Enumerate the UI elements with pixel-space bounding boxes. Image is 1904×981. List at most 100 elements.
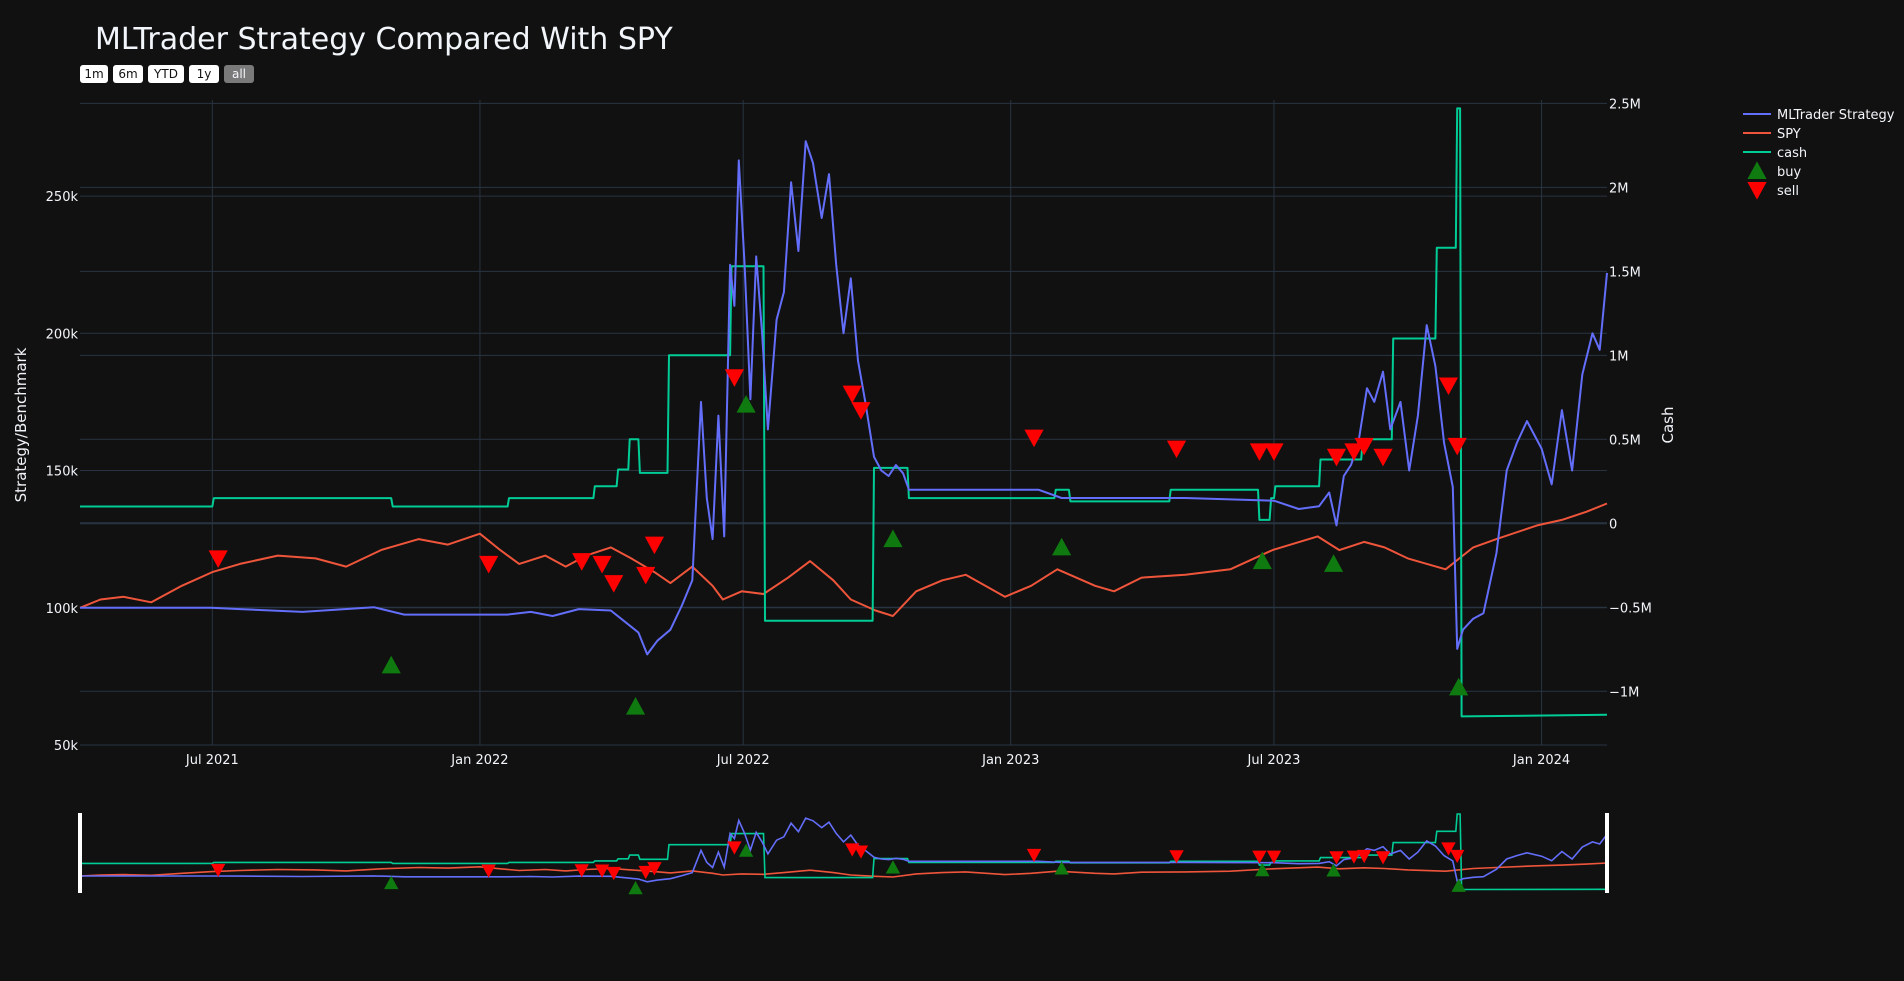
slider-sell-marker bbox=[606, 866, 621, 881]
slider-buy-marker bbox=[628, 881, 643, 895]
y-tick-label: 100k bbox=[46, 602, 79, 617]
sell-marker[interactable] bbox=[1024, 429, 1044, 448]
range-button-6m[interactable]: 6m bbox=[113, 65, 143, 83]
sell-marker[interactable] bbox=[479, 555, 499, 574]
legend-mltrader-strategy-label[interactable]: MLTrader Strategy bbox=[1777, 108, 1895, 123]
sell-marker[interactable] bbox=[1249, 443, 1270, 461]
range-slider-left-handle[interactable] bbox=[78, 813, 82, 893]
sell-marker[interactable] bbox=[851, 402, 871, 420]
y2-tick-label: −1M bbox=[1609, 685, 1639, 700]
slider-sell-marker bbox=[1252, 850, 1267, 864]
slider-sell-marker bbox=[481, 864, 496, 878]
y-axis-title: Strategy/Benchmark bbox=[12, 347, 30, 502]
x-tick-label: Jul 2021 bbox=[185, 753, 239, 768]
slider-sell-marker bbox=[1375, 851, 1391, 865]
legend-buy-symbol bbox=[1747, 161, 1767, 179]
range-button-1y[interactable]: 1y bbox=[189, 65, 219, 83]
slider-sell-marker bbox=[727, 841, 742, 855]
slider-spy-line bbox=[79, 862, 1608, 878]
range-button-all[interactable]: all bbox=[224, 65, 254, 83]
buy-marker[interactable] bbox=[1323, 554, 1344, 572]
sell-marker[interactable] bbox=[1354, 437, 1374, 456]
buy-marker[interactable] bbox=[736, 395, 756, 413]
range-button-1m[interactable]: 1m bbox=[80, 65, 108, 83]
mltrader-strategy-line[interactable] bbox=[80, 140, 1608, 656]
legend-cash-label[interactable]: cash bbox=[1777, 146, 1807, 161]
buy-marker[interactable] bbox=[625, 696, 646, 715]
slider-sell-marker bbox=[853, 845, 869, 859]
x-tick-label: Jan 2022 bbox=[450, 753, 508, 768]
legend: MLTrader Strategy SPY cash buy sell bbox=[1743, 108, 1895, 200]
slider-sell-marker bbox=[647, 862, 662, 876]
chart-title: MLTrader Strategy Compared With SPY bbox=[95, 22, 673, 57]
sell-marker[interactable] bbox=[644, 536, 665, 555]
sell-marker[interactable] bbox=[724, 369, 745, 387]
y2-tick-label: −0.5M bbox=[1609, 601, 1652, 616]
x-tick-label: Jul 2022 bbox=[716, 753, 770, 768]
slider-sell-marker bbox=[594, 864, 610, 878]
range-button-ytd[interactable]: YTD bbox=[148, 65, 184, 83]
slider-buy-marker bbox=[738, 843, 754, 857]
x-tick-label: Jan 2023 bbox=[981, 753, 1039, 768]
cash-line[interactable] bbox=[80, 107, 1608, 718]
range-slider-right-handle[interactable] bbox=[1605, 813, 1609, 893]
sell-marker[interactable] bbox=[1264, 443, 1284, 461]
slider-buy-marker bbox=[885, 860, 901, 874]
sell-marker[interactable] bbox=[1326, 448, 1347, 467]
legend-buy-label[interactable]: buy bbox=[1777, 165, 1801, 180]
sell-marker[interactable] bbox=[208, 550, 228, 568]
slider-sell-marker bbox=[1356, 849, 1372, 864]
slider-buy-marker bbox=[1054, 861, 1069, 875]
y2-axis-title: Cash bbox=[1659, 407, 1677, 444]
buy-marker[interactable] bbox=[1052, 537, 1072, 556]
slider-sell-marker bbox=[1441, 842, 1456, 856]
axes: Jul 2021 Jan 2022 Jul 2022 Jan 2023 Jul 2023… bbox=[46, 97, 1652, 768]
y2-tick-label: 2M bbox=[1609, 181, 1629, 196]
sell-marker[interactable] bbox=[572, 553, 592, 571]
slider-buy-marker bbox=[1326, 863, 1341, 877]
slider-buy-marker bbox=[384, 875, 399, 890]
slider-sell-marker bbox=[638, 865, 653, 880]
y2-tick-label: 2.5M bbox=[1609, 97, 1641, 112]
slider-sell-marker bbox=[1346, 850, 1362, 864]
sell-marker[interactable] bbox=[1166, 440, 1187, 459]
sell-marker[interactable] bbox=[636, 566, 656, 585]
range-slider[interactable] bbox=[78, 813, 1609, 895]
y-tick-label: 250k bbox=[46, 190, 79, 205]
slider-sell-marker bbox=[1026, 848, 1042, 863]
sell-marker[interactable] bbox=[604, 575, 624, 593]
x-tick-label: Jul 2023 bbox=[1247, 753, 1301, 768]
slider-sell-marker bbox=[210, 863, 226, 878]
sell-marker[interactable] bbox=[1447, 437, 1467, 456]
slider-sell-marker bbox=[574, 864, 589, 878]
sell-marker[interactable] bbox=[842, 385, 862, 404]
slider-buy-marker bbox=[1255, 862, 1270, 877]
slider-sell-marker bbox=[1169, 850, 1184, 864]
sell-marker[interactable] bbox=[1344, 443, 1364, 461]
spy-line[interactable] bbox=[79, 502, 1608, 617]
sell-marker[interactable] bbox=[1373, 448, 1393, 467]
legend-sell-label[interactable]: sell bbox=[1777, 184, 1799, 199]
buy-marker[interactable] bbox=[1252, 551, 1272, 570]
sell-marker[interactable] bbox=[592, 555, 612, 574]
main-plot-area[interactable] bbox=[79, 107, 1608, 718]
y-tick-label: 150k bbox=[46, 465, 79, 480]
legend-sell-symbol bbox=[1747, 182, 1767, 200]
buy-marker[interactable] bbox=[883, 529, 903, 548]
y2-tick-label: 1.5M bbox=[1609, 265, 1641, 280]
y2-tick-label: 0 bbox=[1609, 517, 1617, 532]
slider-sell-marker bbox=[1266, 850, 1282, 864]
buy-marker[interactable] bbox=[1449, 677, 1469, 696]
slider-sell-marker bbox=[1450, 849, 1465, 864]
buy-marker[interactable] bbox=[381, 655, 401, 674]
y2-tick-label: 0.5M bbox=[1609, 433, 1641, 448]
y-tick-label: 200k bbox=[46, 327, 79, 342]
slider-buy-marker bbox=[1451, 878, 1466, 892]
slider-sell-marker bbox=[1329, 851, 1344, 865]
x-tick-label: Jan 2024 bbox=[1512, 753, 1570, 768]
legend-spy-label[interactable]: SPY bbox=[1777, 127, 1801, 142]
y2-tick-label: 1M bbox=[1609, 349, 1629, 364]
sell-marker[interactable] bbox=[1438, 377, 1459, 396]
y-tick-label: 50k bbox=[54, 739, 79, 754]
